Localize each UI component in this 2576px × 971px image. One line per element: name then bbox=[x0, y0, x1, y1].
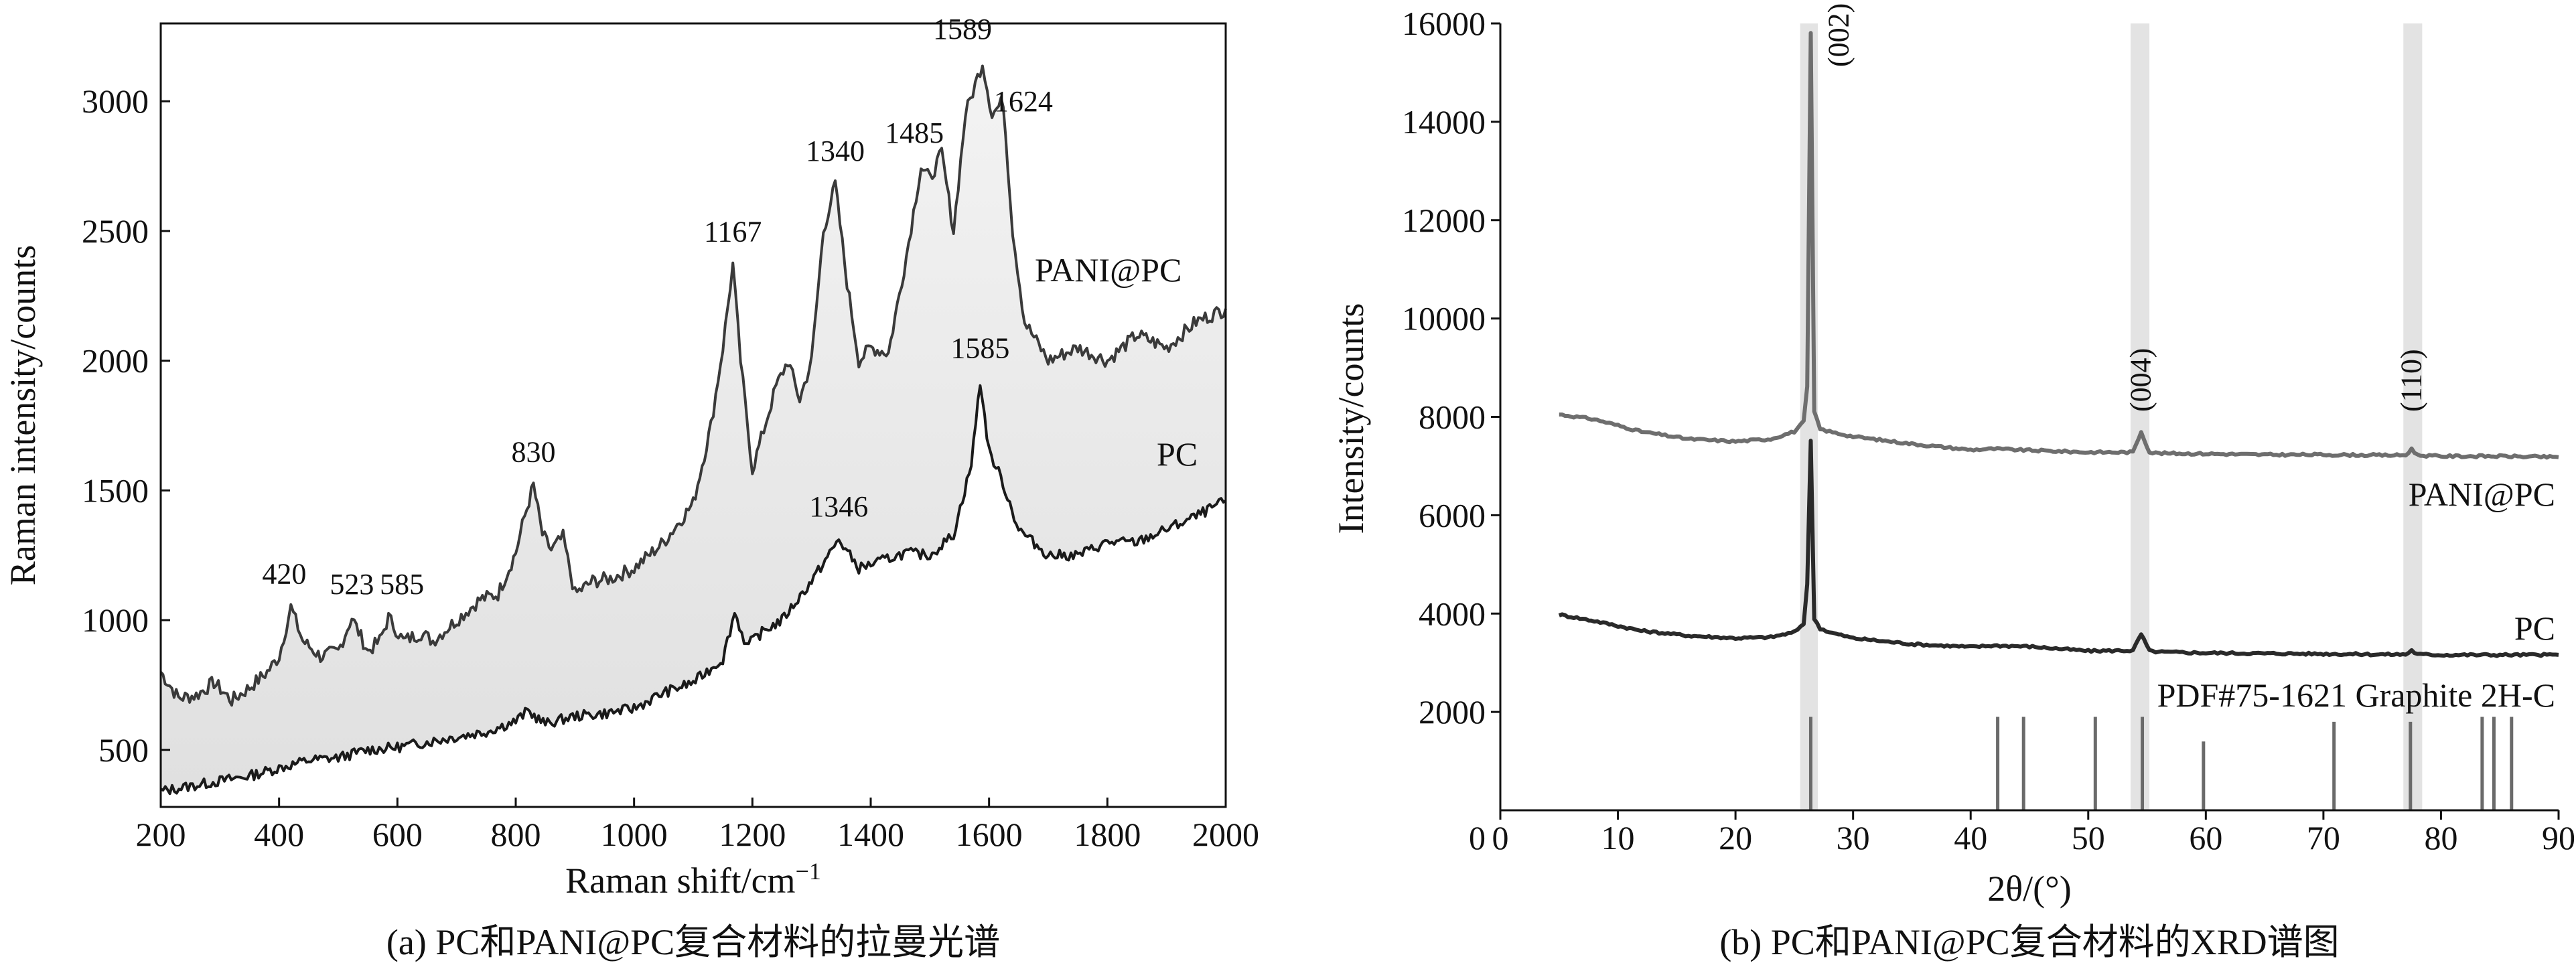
y-tick-label: 500 bbox=[98, 731, 149, 769]
x-tick-label: 1000 bbox=[601, 816, 668, 853]
xrd-highlight-bands bbox=[1800, 23, 2423, 810]
raman-caption: (a) PC和PANI@PC复合材料的拉曼光谱 bbox=[386, 922, 1000, 962]
raman-plot-frame bbox=[159, 22, 1227, 808]
x-tick-label: 50 bbox=[2072, 819, 2105, 856]
x-tick-label: 40 bbox=[1954, 819, 1987, 856]
xrd-y-axis-label: Intensity/counts bbox=[1331, 303, 1371, 534]
y-tick-label: 2500 bbox=[82, 212, 149, 250]
y-tick-label: 14000 bbox=[1402, 103, 1486, 141]
x-tick-label: 1800 bbox=[1074, 816, 1141, 853]
series-line-pc bbox=[160, 384, 1227, 796]
peak-label: 585 bbox=[380, 568, 424, 601]
series-label-pc-xrd: PC bbox=[2514, 609, 2555, 647]
x-tick-label: 20 bbox=[1719, 819, 1752, 856]
area-between-series bbox=[161, 66, 1226, 794]
peak-label: 1589 bbox=[933, 13, 992, 46]
xrd-y-ticks: 2000 4000 6000 8000 10000 12000 14000 16000 0 bbox=[1402, 5, 1500, 856]
peak-label: 1346 bbox=[809, 490, 868, 523]
y-tick-label: 6000 bbox=[1419, 496, 1486, 534]
raman-y-axis-label: Raman intensity/counts bbox=[3, 245, 43, 585]
y-tick-label: 12000 bbox=[1402, 202, 1486, 239]
y-tick-label: 2000 bbox=[1419, 693, 1486, 731]
peak-label: 1585 bbox=[950, 332, 1009, 365]
raman-x-axis-label-text: Raman shift/cm bbox=[565, 861, 795, 901]
peak-label: 523 bbox=[330, 568, 374, 601]
x-tick-label: 1200 bbox=[719, 816, 786, 853]
xrd-series-group bbox=[1558, 31, 2559, 658]
raman-panel: 200 400 600 800 1000 1200 1400 1600 1800 2000 500… bbox=[3, 13, 1259, 962]
x-tick-label: 70 bbox=[2307, 819, 2340, 856]
y-tick-label: 10000 bbox=[1402, 300, 1486, 338]
x-tick-label: 80 bbox=[2424, 819, 2457, 856]
y-tick-label: 1500 bbox=[82, 471, 149, 509]
raman-x-axis-label-superscript: −1 bbox=[796, 858, 821, 885]
raman-x-axis-label: Raman shift/cm−1 bbox=[565, 858, 821, 901]
xrd-reference-sticks bbox=[1808, 717, 2514, 810]
miller-index-label: (004) bbox=[2125, 348, 2157, 412]
x-tick-label: 90 bbox=[2542, 819, 2575, 856]
x-tick-label: 600 bbox=[372, 816, 423, 853]
x-tick-label: 60 bbox=[2189, 819, 2222, 856]
x-tick-label: 400 bbox=[254, 816, 304, 853]
peak-label: 830 bbox=[512, 436, 556, 469]
y-tick-label: 3000 bbox=[82, 82, 149, 120]
peak-label: 1340 bbox=[806, 135, 865, 167]
miller-index-label: (002) bbox=[1822, 3, 1855, 67]
y-tick-label: 8000 bbox=[1419, 398, 1486, 436]
x-tick-label: 2000 bbox=[1192, 816, 1259, 853]
reference-pattern-label: PDF#75-1621 Graphite 2H-C bbox=[2157, 676, 2555, 714]
x-tick-label: 200 bbox=[136, 816, 186, 853]
xrd-caption: (b) PC和PANI@PC复合材料的XRD谱图 bbox=[1719, 922, 2339, 962]
y-tick-label: 16000 bbox=[1402, 5, 1486, 42]
area-fill-path bbox=[161, 66, 1226, 794]
x-tick-label: 1600 bbox=[956, 816, 1023, 853]
highlight-band bbox=[2403, 23, 2423, 810]
series-label-pc: PC bbox=[1157, 435, 1198, 473]
xrd-miller-index-labels: (002) (004) (110) bbox=[1822, 3, 2428, 412]
x-tick-label: 30 bbox=[1837, 819, 1870, 856]
raman-y-ticks: 500 1000 1500 2000 2500 3000 bbox=[82, 82, 170, 769]
peak-label: 420 bbox=[262, 558, 306, 591]
raman-x-ticks: 200 400 600 800 1000 1200 1400 1600 1800 2000 bbox=[136, 798, 1259, 853]
series-label-pani-pc-xrd: PANI@PC bbox=[2409, 475, 2555, 513]
peak-label: 1167 bbox=[704, 215, 762, 248]
x-tick-label: 1400 bbox=[837, 816, 904, 853]
xrd-x-ticks: 0 10 20 30 40 50 60 70 80 90 bbox=[1492, 810, 2575, 856]
miller-index-label: (110) bbox=[2394, 349, 2427, 412]
x-tick-label: 0 bbox=[1492, 819, 1509, 856]
raman-peak-labels: 420 523 585 830 1167 1340 1485 1589 1624 1346 1585 bbox=[262, 13, 1053, 601]
highlight-band bbox=[2130, 23, 2150, 810]
peak-label: 1485 bbox=[885, 117, 944, 149]
peak-label: 1624 bbox=[994, 85, 1053, 118]
y-tick-label: 2000 bbox=[82, 342, 149, 380]
series-label-pani-pc: PANI@PC bbox=[1035, 251, 1182, 289]
x-tick-label: 10 bbox=[1601, 819, 1635, 856]
xrd-x-axis-label: 2θ/(°) bbox=[1987, 869, 2071, 909]
series-line-pani-pc-xrd bbox=[1559, 31, 2559, 460]
series-line-pc-xrd bbox=[1558, 439, 2559, 658]
y-tick-label: 1000 bbox=[82, 601, 149, 639]
xrd-panel: 0 10 20 30 40 50 60 70 80 90 2000 4000 6000 8000 1000… bbox=[1331, 3, 2575, 962]
raman-series-group bbox=[159, 64, 1227, 796]
series-line-pani-pc bbox=[159, 64, 1227, 707]
x-tick-label: 800 bbox=[491, 816, 541, 853]
y-tick-label: 0 bbox=[1469, 819, 1486, 856]
y-tick-label: 4000 bbox=[1419, 595, 1486, 632]
